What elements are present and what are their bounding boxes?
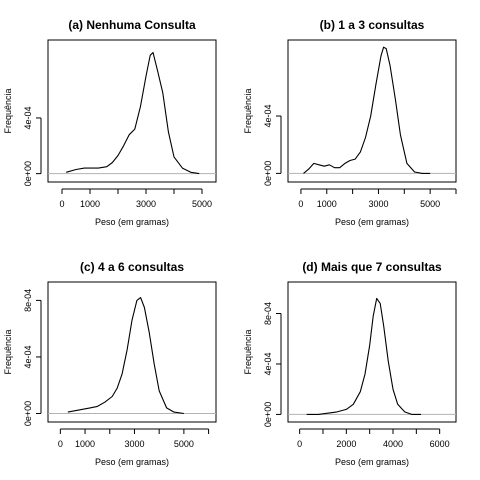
x-axis-label: Peso (em gramas) (95, 217, 169, 227)
x-tick-label: 3000 (136, 199, 156, 209)
density-curve (306, 297, 421, 415)
y-tick-label: 8e-04 (263, 302, 273, 325)
x-axis-label: Peso (em gramas) (335, 217, 409, 227)
x-tick-label: 3000 (124, 439, 144, 449)
x-tick-label: 5000 (420, 199, 440, 209)
panel-3: (c) 4 a 6 consultas Peso (em gramas) Frequ… (3, 260, 217, 467)
y-tick-label: 0e+00 (263, 161, 273, 186)
density-curve (67, 297, 184, 415)
y-tick-label: 8e-04 (23, 289, 33, 312)
y-axis-label: Frequência (3, 329, 13, 374)
x-tick-label: 0 (58, 439, 63, 449)
panel-4: (d) Mais que 7 consultas Peso (em gramas)… (243, 260, 457, 467)
x-tick-label: 2000 (336, 439, 356, 449)
y-axis-label: Frequência (243, 88, 253, 133)
y-tick-label: 0e+00 (23, 401, 33, 426)
panel-title: (b) 1 a 3 consultas (320, 18, 425, 32)
panel-title: (c) 4 a 6 consultas (80, 260, 184, 274)
density-curve (66, 51, 200, 175)
x-tick-label: 1000 (75, 439, 95, 449)
y-tick-label: 4e-04 (23, 345, 33, 368)
y-axis-label: Frequência (3, 88, 13, 133)
x-tick-label: 0 (59, 199, 64, 209)
plot-frame (287, 39, 457, 183)
panel-2: (b) 1 a 3 consultas Peso (em gramas) Frequ… (243, 18, 457, 227)
x-tick-label: 5000 (174, 439, 194, 449)
y-tick-label: 0e+00 (23, 161, 33, 186)
y-tick-label: 4e-04 (23, 106, 33, 129)
panel-1: (a) Nenhuma Consulta Peso (em gramas) Freq… (3, 18, 217, 227)
y-tick-label: 0e+00 (263, 402, 273, 427)
x-tick-label: 0 (297, 439, 302, 449)
x-tick-label: 0 (298, 199, 303, 209)
density-curve (303, 46, 431, 174)
x-tick-label: 4000 (383, 439, 403, 449)
plot-frame (47, 281, 217, 423)
x-tick-label: 1000 (80, 199, 100, 209)
plot-frame (287, 281, 457, 423)
panel-title: (d) Mais que 7 consultas (302, 260, 442, 274)
x-tick-label: 3000 (368, 199, 388, 209)
x-tick-label: 5000 (192, 199, 212, 209)
y-tick-label: 4e-04 (263, 105, 273, 128)
y-axis-label: Frequência (243, 329, 253, 374)
x-axis-label: Peso (em gramas) (95, 457, 169, 467)
panel-title: (a) Nenhuma Consulta (68, 18, 196, 32)
x-tick-label: 6000 (430, 439, 450, 449)
y-tick-label: 4e-04 (263, 352, 273, 375)
x-tick-label: 1000 (317, 199, 337, 209)
plot-frame (47, 39, 217, 183)
x-axis-label: Peso (em gramas) (335, 457, 409, 467)
